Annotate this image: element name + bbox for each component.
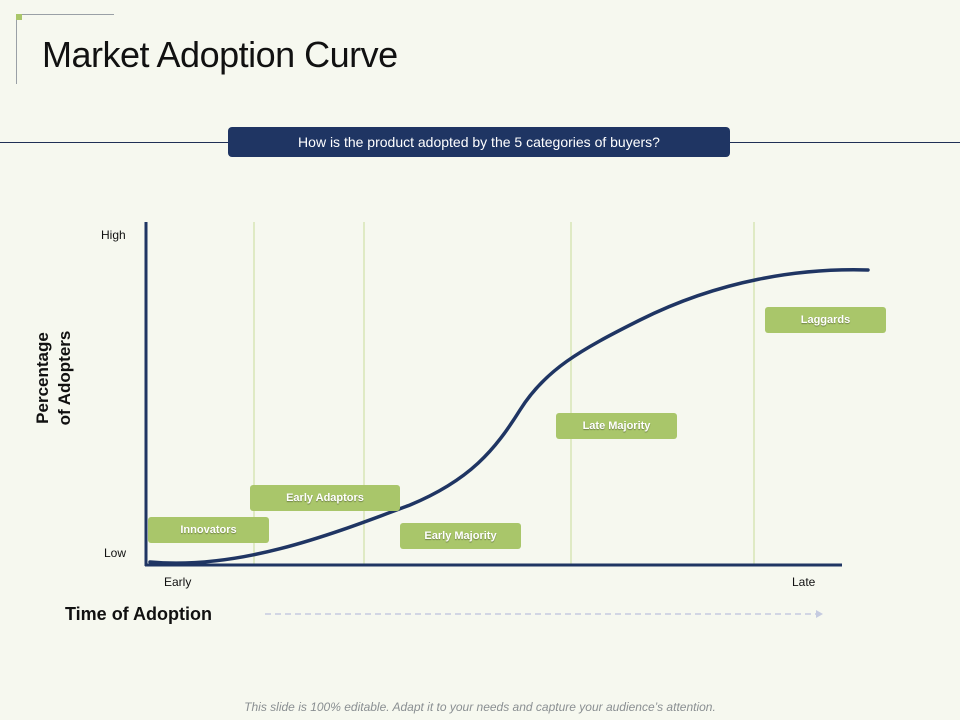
question-banner: How is the product adopted by the 5 cate…	[228, 127, 730, 157]
category-innovators: Innovators	[148, 517, 269, 543]
category-early-majority: Early Majority	[400, 523, 521, 549]
adoption-curve	[148, 268, 870, 565]
category-laggards: Laggards	[765, 307, 886, 333]
corner-accent-vertical	[16, 14, 17, 84]
corner-accent-square	[16, 14, 22, 20]
slide-title: Market Adoption Curve	[42, 34, 398, 75]
y-high-label: High	[101, 228, 126, 242]
corner-accent-horizontal	[16, 14, 114, 15]
footer-note: This slide is 100% editable. Adapt it to…	[244, 700, 716, 714]
x-early-label: Early	[164, 575, 192, 589]
y-low-label: Low	[104, 546, 127, 560]
category-late-majority: Late Majority	[556, 413, 677, 439]
y-axis-title: Percentage of Adopters	[33, 330, 74, 426]
time-arrow-head	[816, 610, 823, 618]
category-early-adaptors: Early Adaptors	[250, 485, 400, 511]
x-axis-title: Time of Adoption	[65, 604, 212, 624]
x-late-label: Late	[792, 575, 816, 589]
